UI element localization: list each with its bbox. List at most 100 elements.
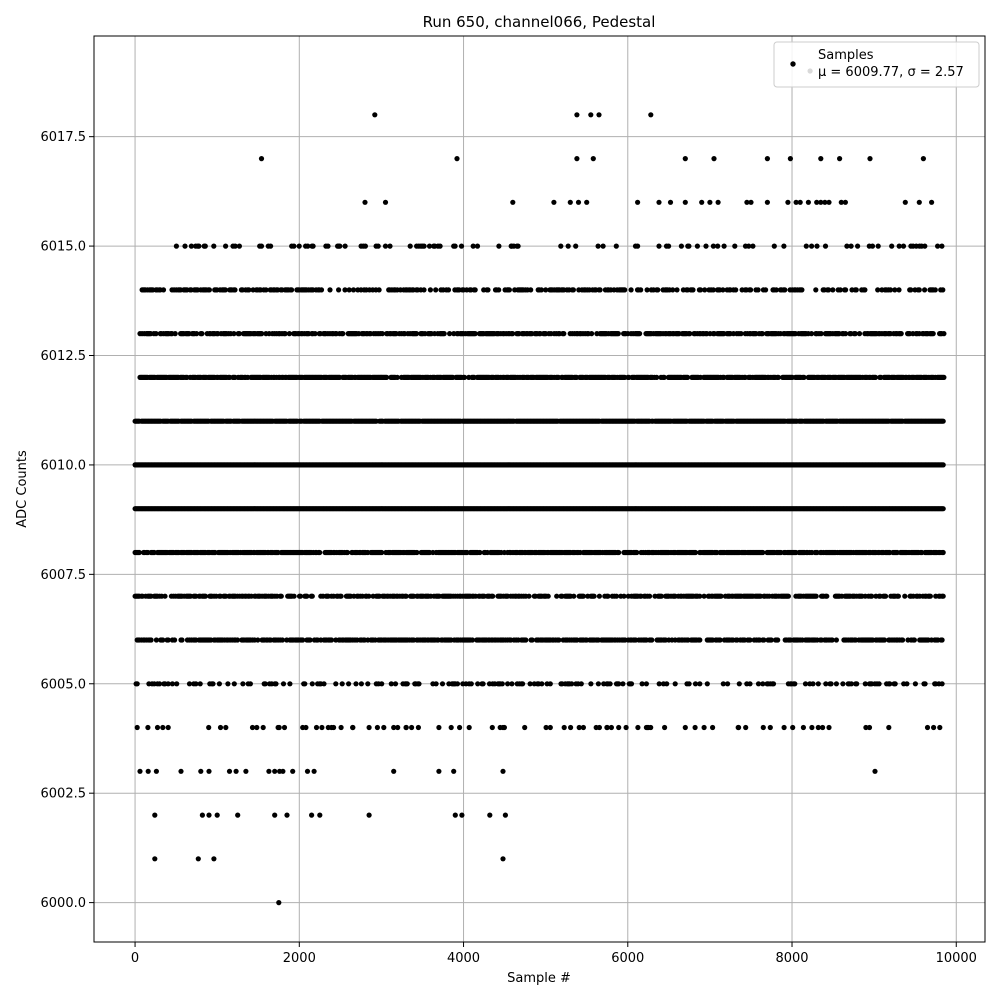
data-point [469,637,475,643]
data-point [898,331,904,337]
data-point [194,331,200,337]
data-point [940,593,946,599]
data-point [580,593,587,599]
data-point [738,331,744,337]
data-point [649,637,655,643]
data-point [342,287,348,293]
data-point [733,287,739,293]
data-point [523,637,529,643]
data-point [940,418,946,424]
data-point [338,593,344,599]
data-point [232,287,238,293]
data-point [413,331,420,337]
data-point [605,593,611,599]
data-point [930,331,936,337]
data-point [312,331,318,337]
chart-title: Run 650, channel066, Pedestal [423,13,656,31]
data-point [545,593,551,599]
data-point [634,549,640,556]
data-point [690,287,696,293]
data-point [222,287,228,293]
data-point [556,637,562,643]
data-point [900,637,906,643]
data-point [596,593,603,599]
data-point [328,637,335,643]
data-point [278,593,284,599]
data-point [674,287,680,293]
data-point [654,374,660,380]
data-point [317,549,323,556]
data-point [379,549,385,556]
data-point [852,331,858,337]
data-point [526,593,532,599]
data-point [883,593,889,599]
data-point [179,637,185,643]
data-point [801,374,807,380]
data-point [927,593,934,599]
data-point [376,287,382,293]
data-point [621,593,627,599]
data-point [881,637,888,643]
data-point [759,331,766,337]
data-point [638,287,644,293]
data-point [570,287,577,293]
data-point [658,593,665,599]
data-point [263,287,269,293]
data-point [824,593,830,599]
data-point [710,287,716,293]
data-point [509,331,516,337]
data-point [561,331,567,337]
data-point [869,593,875,599]
data-point [637,331,643,337]
data-point [199,331,205,337]
data-point [872,374,879,380]
data-point [162,593,168,599]
data-point [506,287,512,293]
data-point [336,287,342,293]
data-point [427,287,433,293]
data-point [571,593,577,599]
data-point [775,637,781,643]
data-point [692,549,699,556]
data-point [615,331,621,337]
data-point [366,593,372,599]
data-point [911,637,918,643]
data-point [403,593,409,599]
data-point [441,331,447,337]
data-point [647,593,653,599]
data-point [160,637,166,643]
data-point [808,331,815,337]
data-point [829,637,835,643]
data-point [591,593,597,599]
data-point [761,637,767,643]
data-point [628,287,634,293]
data-point [445,287,452,293]
data-point [528,287,534,293]
data-point [234,637,241,643]
data-point [136,549,142,556]
data-point [661,374,667,380]
data-point [286,331,292,337]
data-point [165,637,171,643]
data-point [309,593,315,599]
data-point [856,331,863,337]
data-point [255,637,261,643]
data-point [160,287,167,293]
data-point [833,637,840,643]
data-point [421,287,427,293]
data-point [350,287,357,293]
data-point [485,287,491,293]
data-point [202,593,209,599]
data-point [529,637,535,643]
data-point [472,287,478,293]
data-point [433,287,439,293]
data-point [384,374,390,380]
data-point [327,287,333,293]
data-point [785,593,792,599]
grid-lines [94,36,985,942]
data-points [132,68,947,906]
data-point [941,374,947,380]
data-point [307,637,313,643]
data-point [297,593,304,599]
